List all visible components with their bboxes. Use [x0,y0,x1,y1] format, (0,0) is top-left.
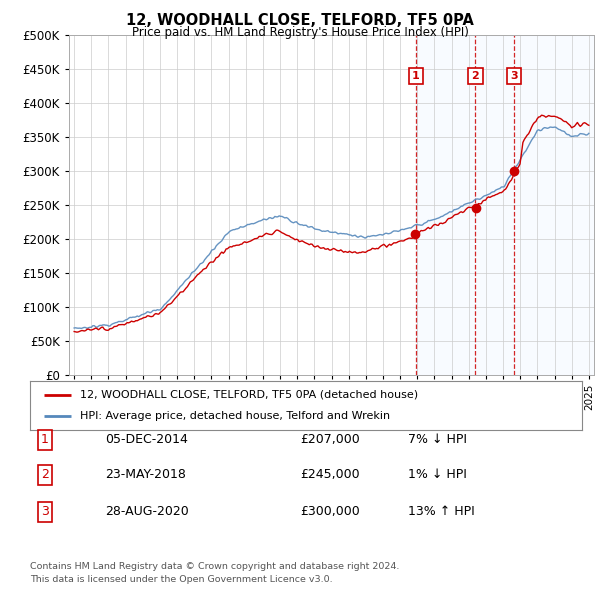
Text: 12, WOODHALL CLOSE, TELFORD, TF5 0PA (detached house): 12, WOODHALL CLOSE, TELFORD, TF5 0PA (de… [80,389,418,399]
Text: 28-AUG-2020: 28-AUG-2020 [105,505,189,518]
Bar [416,35,600,375]
Text: 1: 1 [41,433,49,446]
Text: 23-MAY-2018: 23-MAY-2018 [105,468,186,481]
Text: 05-DEC-2014: 05-DEC-2014 [105,433,188,446]
Text: Contains HM Land Registry data © Crown copyright and database right 2024.: Contains HM Land Registry data © Crown c… [30,562,400,571]
Text: 3: 3 [511,71,518,81]
Text: 3: 3 [41,505,49,518]
Text: 7% ↓ HPI: 7% ↓ HPI [408,433,467,446]
Text: 13% ↑ HPI: 13% ↑ HPI [408,505,475,518]
Text: £245,000: £245,000 [300,468,359,481]
Text: This data is licensed under the Open Government Licence v3.0.: This data is licensed under the Open Gov… [30,575,332,584]
Text: 1% ↓ HPI: 1% ↓ HPI [408,468,467,481]
Text: Price paid vs. HM Land Registry's House Price Index (HPI): Price paid vs. HM Land Registry's House … [131,26,469,39]
Text: 2: 2 [41,468,49,481]
Text: 1: 1 [412,71,420,81]
Text: HPI: Average price, detached house, Telford and Wrekin: HPI: Average price, detached house, Telf… [80,411,390,421]
Text: £300,000: £300,000 [300,505,360,518]
Text: 12, WOODHALL CLOSE, TELFORD, TF5 0PA: 12, WOODHALL CLOSE, TELFORD, TF5 0PA [126,13,474,28]
Text: £207,000: £207,000 [300,433,360,446]
Text: 2: 2 [472,71,479,81]
